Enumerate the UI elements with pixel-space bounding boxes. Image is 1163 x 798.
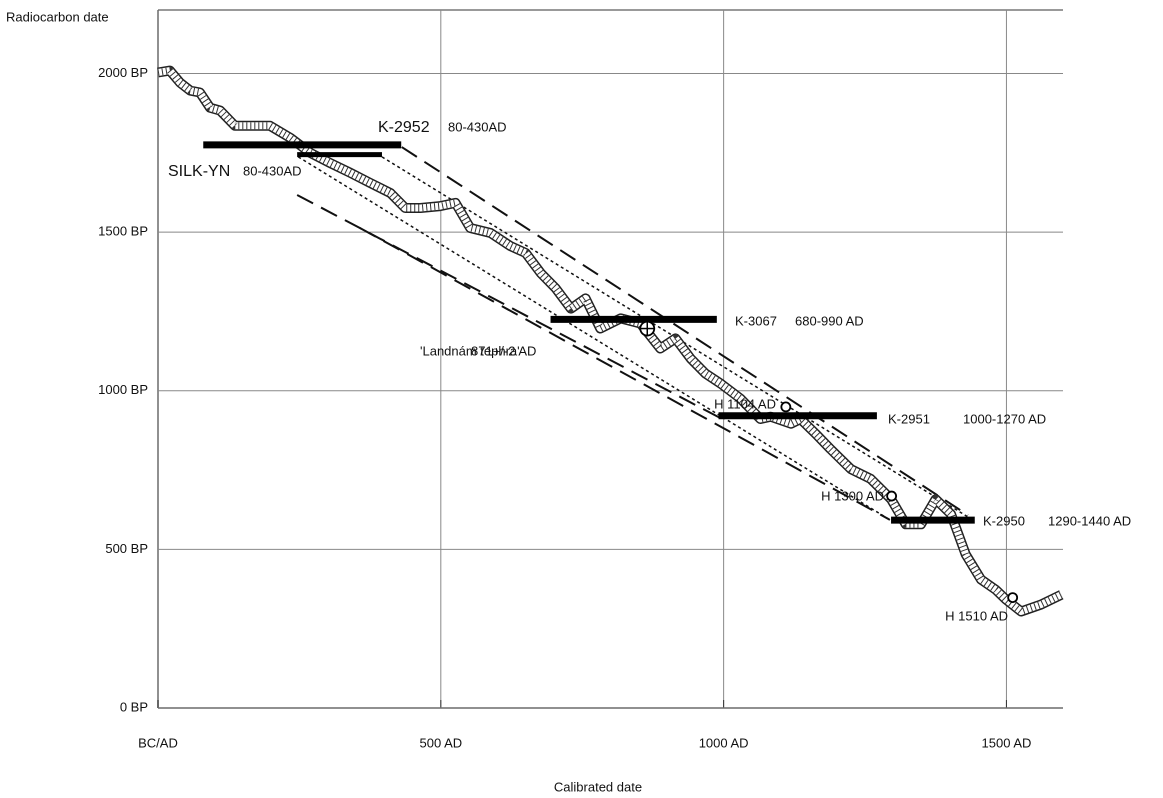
y-axis-title: Radiocarbon date	[6, 9, 109, 24]
date-bar-range: 1290-1440 AD	[1048, 513, 1131, 528]
y-tick-label: 500 BP	[105, 541, 148, 556]
y-tick-label: 0 BP	[120, 699, 148, 714]
reference-line	[401, 146, 969, 516]
event-label: H 1104 AD	[714, 396, 776, 411]
date-bar-label: K-2952	[378, 119, 430, 136]
curve-band	[157, 65, 1064, 617]
event-label: H 1510 AD	[945, 608, 1008, 623]
reference-line	[359, 227, 891, 521]
date-bar-range: 80-430AD	[448, 119, 507, 134]
event-label: H 1300 AD	[821, 488, 884, 503]
annotation: 'Landnám tephra'	[420, 343, 520, 358]
y-tick-label: 1500 BP	[98, 224, 148, 239]
event-marker	[780, 401, 792, 413]
date-bar-range: 1000-1270 AD	[963, 411, 1046, 426]
x-axis-title: Calibrated date	[554, 779, 642, 794]
event-label: 871+/-2 AD	[471, 343, 536, 358]
x-tick-label: BC/AD	[138, 735, 178, 750]
date-bar-range: 680-990 AD	[795, 313, 864, 328]
y-tick-label: 2000 BP	[98, 65, 148, 80]
event-marker	[1007, 592, 1019, 603]
date-bar-label: K-2950	[983, 513, 1025, 528]
x-tick-label: 1000 AD	[699, 735, 749, 750]
y-tick-label: 1000 BP	[98, 382, 148, 397]
x-tick-label: 500 AD	[419, 735, 462, 750]
event-marker	[886, 490, 898, 502]
reference-line	[297, 156, 891, 521]
curve-hatch	[157, 66, 1063, 616]
date-bar-label: K-3067	[735, 313, 777, 328]
x-tick-label: 1500 AD	[982, 735, 1032, 750]
date-bar-label: K-2951	[888, 411, 930, 426]
curve-band-inner	[157, 67, 1063, 615]
date-bar-range: 80-430AD	[243, 163, 302, 178]
date-bar-label: SILK-YN	[168, 163, 230, 180]
reference-line	[381, 156, 976, 522]
